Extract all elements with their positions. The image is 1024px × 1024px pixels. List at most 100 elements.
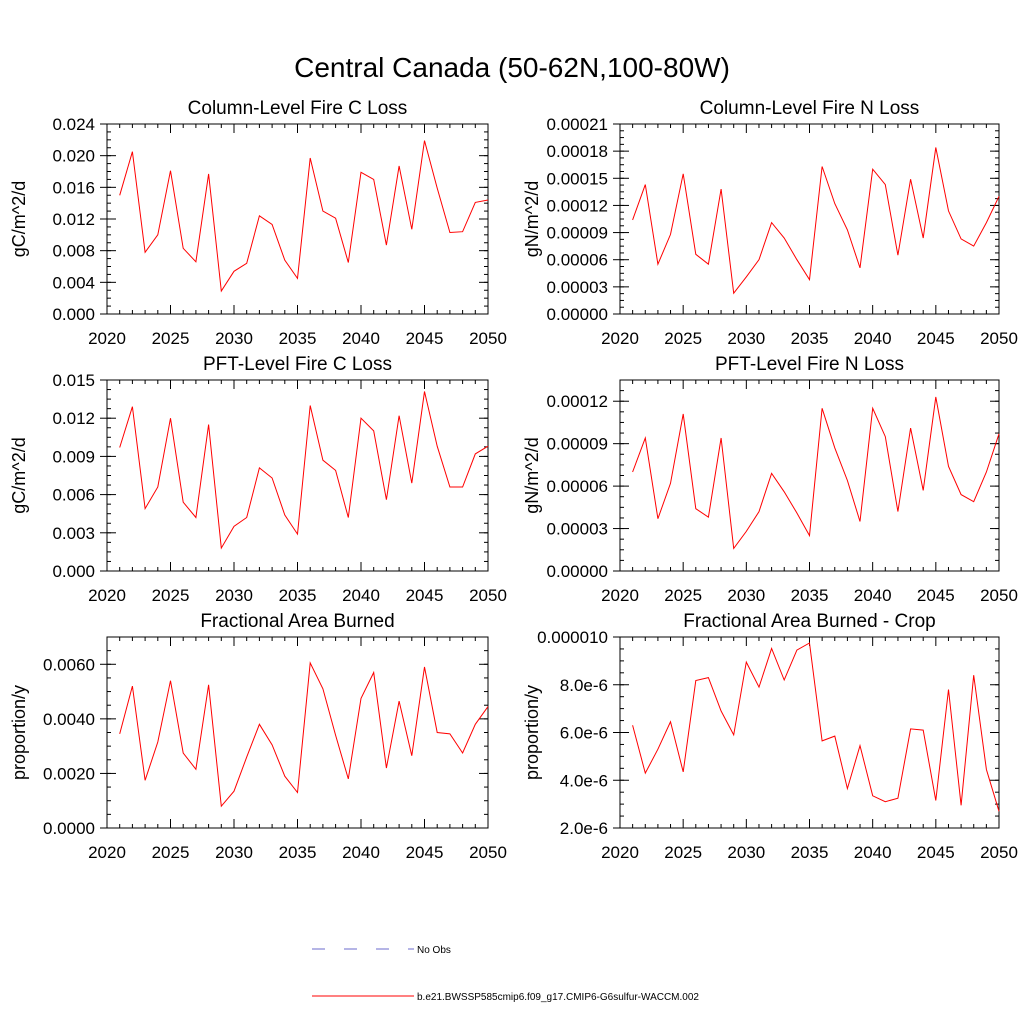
panel-title: Column-Level Fire N Loss bbox=[700, 98, 920, 119]
y-axis-label: gN/m^2/d bbox=[522, 181, 542, 257]
x-tick-label: 2045 bbox=[917, 586, 955, 605]
y-tick-label: 0.0040 bbox=[43, 710, 95, 729]
y-tick-label: 0.024 bbox=[52, 115, 95, 134]
y-tick-label: 0.012 bbox=[52, 210, 95, 229]
x-tick-label: 2040 bbox=[342, 329, 380, 348]
x-tick-label: 2020 bbox=[601, 843, 639, 862]
x-tick-label: 2020 bbox=[601, 329, 639, 348]
panel-title: Fractional Area Burned - Crop bbox=[683, 611, 935, 632]
x-tick-label: 2045 bbox=[917, 843, 955, 862]
plot-frame bbox=[106, 379, 489, 572]
legend-label-2: b.e21.BWSSP585cmip6.f09_g17.CMIP6-G6sulf… bbox=[417, 992, 699, 1003]
x-tick-label: 2030 bbox=[727, 329, 765, 348]
panels: Column-Level Fire C Loss gC/m^2/d 2020 2025… bbox=[9, 98, 1018, 862]
panel-title: PFT-Level Fire C Loss bbox=[203, 354, 392, 375]
plot-frame bbox=[619, 636, 1000, 829]
y-tick-label: 0.00000 bbox=[547, 562, 608, 581]
x-tick-label: 2050 bbox=[980, 586, 1018, 605]
y-axis-label: proportion/y bbox=[522, 685, 542, 780]
y-tick-label: 0.00006 bbox=[547, 477, 608, 496]
x-tick-label: 2045 bbox=[406, 843, 444, 862]
x-tick-label: 2020 bbox=[88, 329, 126, 348]
x-tick-label: 2050 bbox=[980, 843, 1018, 862]
y-tick-label: 0.000 bbox=[52, 305, 95, 324]
x-tick-label: 2035 bbox=[279, 329, 317, 348]
x-tick-label: 2040 bbox=[342, 843, 380, 862]
y-tick-label: 0.0020 bbox=[43, 764, 95, 783]
panel-title: PFT-Level Fire N Loss bbox=[715, 354, 904, 375]
y-tick-label: 0.00000 bbox=[547, 305, 608, 324]
y-tick-label: 0.009 bbox=[52, 447, 95, 466]
y-tick-label: 0.012 bbox=[52, 409, 95, 428]
x-tick-label: 2050 bbox=[469, 586, 507, 605]
y-tick-label: 0.00006 bbox=[547, 251, 608, 270]
x-tick-label: 2020 bbox=[601, 586, 639, 605]
x-tick-label: 2030 bbox=[215, 586, 253, 605]
y-tick-label: 4.0e-6 bbox=[560, 771, 608, 790]
series-line-1 bbox=[119, 391, 489, 550]
legend: No Obs b.e21.BWSSP585cmip6.f09_g17.CMIP6-… bbox=[312, 945, 699, 1003]
y-tick-label: 0.008 bbox=[52, 242, 95, 261]
plot-frame bbox=[106, 636, 489, 829]
y-axis-label: gN/m^2/d bbox=[522, 437, 542, 513]
x-tick-label: 2020 bbox=[88, 843, 126, 862]
panel-title: Fractional Area Burned bbox=[200, 611, 394, 632]
legend-label-1: No Obs bbox=[417, 945, 451, 956]
x-tick-label: 2040 bbox=[854, 586, 892, 605]
chart-panel-2: Column-Level Fire N Loss gN/m^2/d 2020 2025… bbox=[522, 98, 1018, 348]
x-tick-label: 2050 bbox=[469, 843, 507, 862]
x-tick-label: 2035 bbox=[791, 586, 829, 605]
y-tick-label: 0.00009 bbox=[547, 435, 608, 454]
y-tick-label: 0.000 bbox=[52, 562, 95, 581]
y-tick-label: 0.015 bbox=[52, 371, 95, 390]
chart-panel-6: Fractional Area Burned - Crop proportion/… bbox=[522, 611, 1018, 862]
plot-frame bbox=[619, 123, 1000, 315]
x-tick-label: 2025 bbox=[152, 843, 190, 862]
x-tick-label: 2035 bbox=[791, 843, 829, 862]
y-tick-label: 0.020 bbox=[52, 147, 95, 166]
x-tick-label: 2035 bbox=[791, 329, 829, 348]
x-tick-label: 2050 bbox=[980, 329, 1018, 348]
x-tick-label: 2025 bbox=[664, 329, 702, 348]
series-line-1 bbox=[119, 140, 489, 293]
x-tick-label: 2020 bbox=[88, 586, 126, 605]
y-tick-label: 0.00009 bbox=[547, 224, 608, 243]
x-tick-label: 2025 bbox=[152, 586, 190, 605]
y-tick-label: 0.004 bbox=[52, 273, 95, 292]
figure-title: Central Canada (50-62N,100-80W) bbox=[294, 52, 730, 83]
y-tick-label: 0.00003 bbox=[547, 278, 608, 297]
y-tick-label: 0.0060 bbox=[43, 655, 95, 674]
x-tick-label: 2050 bbox=[469, 329, 507, 348]
series-line-1 bbox=[632, 396, 1000, 550]
x-tick-label: 2040 bbox=[854, 329, 892, 348]
chart-panel-5: Fractional Area Burned proportion/y 2020 20… bbox=[9, 611, 507, 862]
y-tick-label: 0.00015 bbox=[547, 169, 608, 188]
x-tick-label: 2045 bbox=[406, 329, 444, 348]
x-tick-label: 2025 bbox=[664, 586, 702, 605]
y-tick-label: 0.0000 bbox=[43, 819, 95, 838]
chart-panel-3: PFT-Level Fire C Loss gC/m^2/d 2020 2025 203… bbox=[9, 354, 507, 605]
x-tick-label: 2030 bbox=[215, 843, 253, 862]
x-tick-label: 2045 bbox=[406, 586, 444, 605]
x-tick-label: 2035 bbox=[279, 586, 317, 605]
y-tick-label: 0.00003 bbox=[547, 520, 608, 539]
y-tick-label: 0.016 bbox=[52, 178, 95, 197]
chart-panel-4: PFT-Level Fire N Loss gN/m^2/d 2020 2025 203… bbox=[522, 354, 1018, 605]
x-tick-label: 2025 bbox=[664, 843, 702, 862]
x-tick-label: 2030 bbox=[727, 586, 765, 605]
chart-panel-1: Column-Level Fire C Loss gC/m^2/d 2020 2025… bbox=[9, 98, 507, 348]
y-tick-label: 2.0e-6 bbox=[560, 819, 608, 838]
x-tick-label: 2035 bbox=[279, 843, 317, 862]
plot-frame bbox=[106, 123, 489, 315]
series-line-1 bbox=[632, 642, 1000, 812]
panel-title: Column-Level Fire C Loss bbox=[188, 98, 408, 119]
x-tick-label: 2030 bbox=[215, 329, 253, 348]
y-tick-label: 0.00021 bbox=[547, 115, 608, 134]
y-tick-label: 0.00018 bbox=[547, 142, 608, 161]
y-tick-label: 0.000010 bbox=[537, 628, 608, 647]
y-tick-label: 6.0e-6 bbox=[560, 724, 608, 743]
y-axis-label: gC/m^2/d bbox=[9, 437, 29, 513]
x-tick-label: 2040 bbox=[342, 586, 380, 605]
y-tick-label: 0.003 bbox=[52, 524, 95, 543]
